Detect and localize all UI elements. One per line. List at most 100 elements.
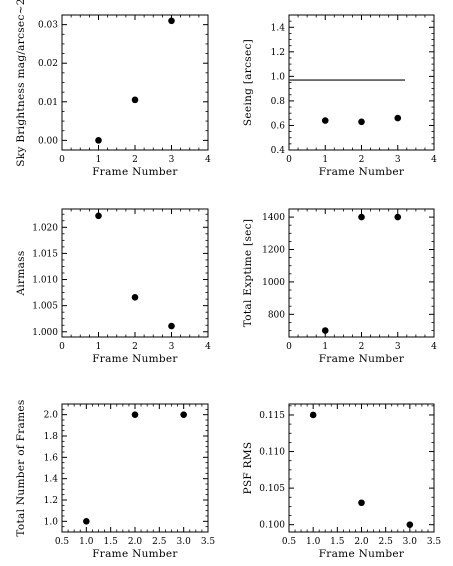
x-axis-label: Frame Number — [319, 548, 405, 560]
y-tick-label: 0.01 — [38, 98, 58, 108]
x-tick-label: 3 — [395, 155, 401, 165]
y-tick-label: 1.4 — [271, 23, 286, 33]
x-tick-label: 3.5 — [427, 537, 442, 547]
x-tick-label: 1.0 — [79, 537, 94, 547]
y-tick-label: 0.03 — [38, 21, 58, 31]
x-tick-label: 0.5 — [55, 537, 70, 547]
data-point — [394, 213, 402, 221]
y-tick-label: 2.0 — [44, 411, 59, 421]
x-tick-label: 0.5 — [282, 537, 297, 547]
x-tick-label: 3 — [169, 155, 175, 165]
x-tick-label: 3 — [395, 342, 401, 352]
x-tick-label: 3.0 — [177, 537, 192, 547]
y-tick-label: 1.8 — [44, 432, 59, 442]
data-point — [309, 411, 317, 419]
y-tick-label: 0.110 — [259, 448, 285, 458]
x-tick-label: 1.5 — [330, 537, 345, 547]
data-point — [168, 17, 175, 25]
y-tick-label: 1.2 — [271, 48, 285, 58]
y-tick-label: 1.2 — [44, 496, 58, 506]
x-axis-label: Frame Number — [92, 548, 178, 560]
y-tick-label: 0.4 — [271, 146, 286, 156]
x-axis-label: Frame Number — [319, 166, 405, 178]
plot-frame — [61, 14, 209, 151]
y-tick-label: 0.02 — [38, 59, 58, 69]
y-tick-label: 1.015 — [32, 249, 58, 259]
y-tick-label: 1.020 — [32, 223, 58, 233]
data-point — [394, 114, 402, 122]
y-axis-label: Total Exptime [sec] — [242, 219, 254, 327]
x-tick-label: 0 — [59, 155, 65, 165]
plot-frame — [288, 403, 435, 533]
panel-sky-brightness: 0 1 2 3 4 0.00 0.01 0.02 0.03 Frame Number Sky Bri… — [15, 0, 211, 178]
x-axis-label: Frame Number — [92, 353, 178, 365]
x-tick-label: 2.5 — [379, 537, 394, 547]
x-tick-label: 2 — [359, 155, 365, 165]
data-point — [358, 213, 365, 221]
data-point — [95, 137, 102, 144]
x-tick-label: 1 — [322, 342, 328, 352]
data-point — [406, 521, 414, 528]
y-tick-label: 1.4 — [44, 475, 59, 485]
y-axis-label: PSF RMS — [242, 442, 254, 495]
data-point — [83, 518, 90, 525]
x-tick-label: 3.0 — [403, 537, 418, 547]
y-tick-label: 800 — [268, 310, 285, 320]
panel-total-frames: 0.5 1.0 1.5 2.0 2.5 3.0 3.51.01.21.41.61.82.0F… — [15, 399, 215, 560]
y-axis-label: Sky Brightness mag/arcsec~2 — [15, 0, 27, 167]
y-tick-label: 1.005 — [32, 302, 58, 312]
x-tick-label: 4 — [431, 155, 437, 165]
x-tick-label: 3 — [169, 342, 175, 352]
x-tick-label: 4 — [431, 342, 437, 352]
data-point — [131, 293, 139, 301]
x-tick-label: 0 — [286, 342, 292, 352]
panel-seeing: 0 1 2 3 4 0.4 0.6 0.8 1.0 1.2 1.4 Frame Number Seein… — [242, 14, 437, 178]
y-tick-label: 1.0 — [44, 517, 59, 527]
x-tick-label: 1 — [96, 155, 102, 165]
y-tick-label: 1000 — [262, 278, 285, 288]
x-tick-label: 1.0 — [306, 537, 321, 547]
y-tick-label: 1.000 — [32, 328, 58, 338]
x-tick-label: 2.0 — [354, 537, 369, 547]
y-tick-label: 0.6 — [271, 121, 286, 131]
data-point — [358, 499, 365, 507]
data-point — [321, 117, 329, 124]
panel-airmass: 0 1 2 3 4 1.000 1.005 1.010 1.015 1.020 Frame Numb… — [15, 208, 211, 365]
x-axis-label: Frame Number — [319, 353, 405, 365]
panel-total-exptime: 0 1 2 3 4 800 1000 1200 1400 Frame Number Total Ex… — [242, 208, 437, 365]
x-tick-label: 4 — [205, 342, 211, 352]
y-axis-label: Airmass — [15, 250, 27, 296]
y-tick-label: 0.100 — [259, 521, 285, 531]
data-point — [131, 411, 139, 418]
y-tick-label: 1.6 — [44, 453, 59, 463]
data-point — [358, 118, 365, 126]
y-axis-label: Seeing [arcsec] — [242, 39, 254, 126]
x-tick-label: 0 — [59, 342, 65, 352]
y-tick-label: 1.010 — [32, 276, 58, 286]
x-tick-label: 0 — [286, 155, 292, 165]
x-tick-label: 2.0 — [128, 537, 143, 547]
y-tick-label: 0.00 — [38, 136, 58, 146]
y-axis-label: Total Number of Frames — [15, 399, 27, 536]
data-point — [131, 96, 139, 104]
plot-frame — [288, 208, 435, 338]
x-tick-label: 3.5 — [201, 537, 216, 547]
x-tick-label: 2 — [132, 155, 138, 165]
plot-frame — [61, 403, 209, 533]
x-tick-label: 1 — [96, 342, 102, 352]
y-tick-label: 0.8 — [271, 97, 286, 107]
data-point — [180, 411, 187, 418]
y-tick-label: 1.0 — [271, 72, 286, 82]
x-tick-label: 2 — [359, 342, 365, 352]
panel-psf-rms: 0.5 1.0 1.5 2.0 2.5 3.0 3.5 0.100 0.105 0.110 0.11… — [242, 403, 442, 560]
data-point — [321, 327, 329, 334]
data-point — [168, 322, 175, 330]
plot-frame — [61, 208, 209, 338]
x-tick-label: 1.5 — [104, 537, 119, 547]
y-tick-label: 1400 — [262, 213, 285, 223]
x-tick-label: 1 — [322, 155, 328, 165]
plot-frame — [288, 14, 435, 151]
x-tick-label: 4 — [205, 155, 211, 165]
y-tick-label: 0.105 — [259, 484, 285, 494]
